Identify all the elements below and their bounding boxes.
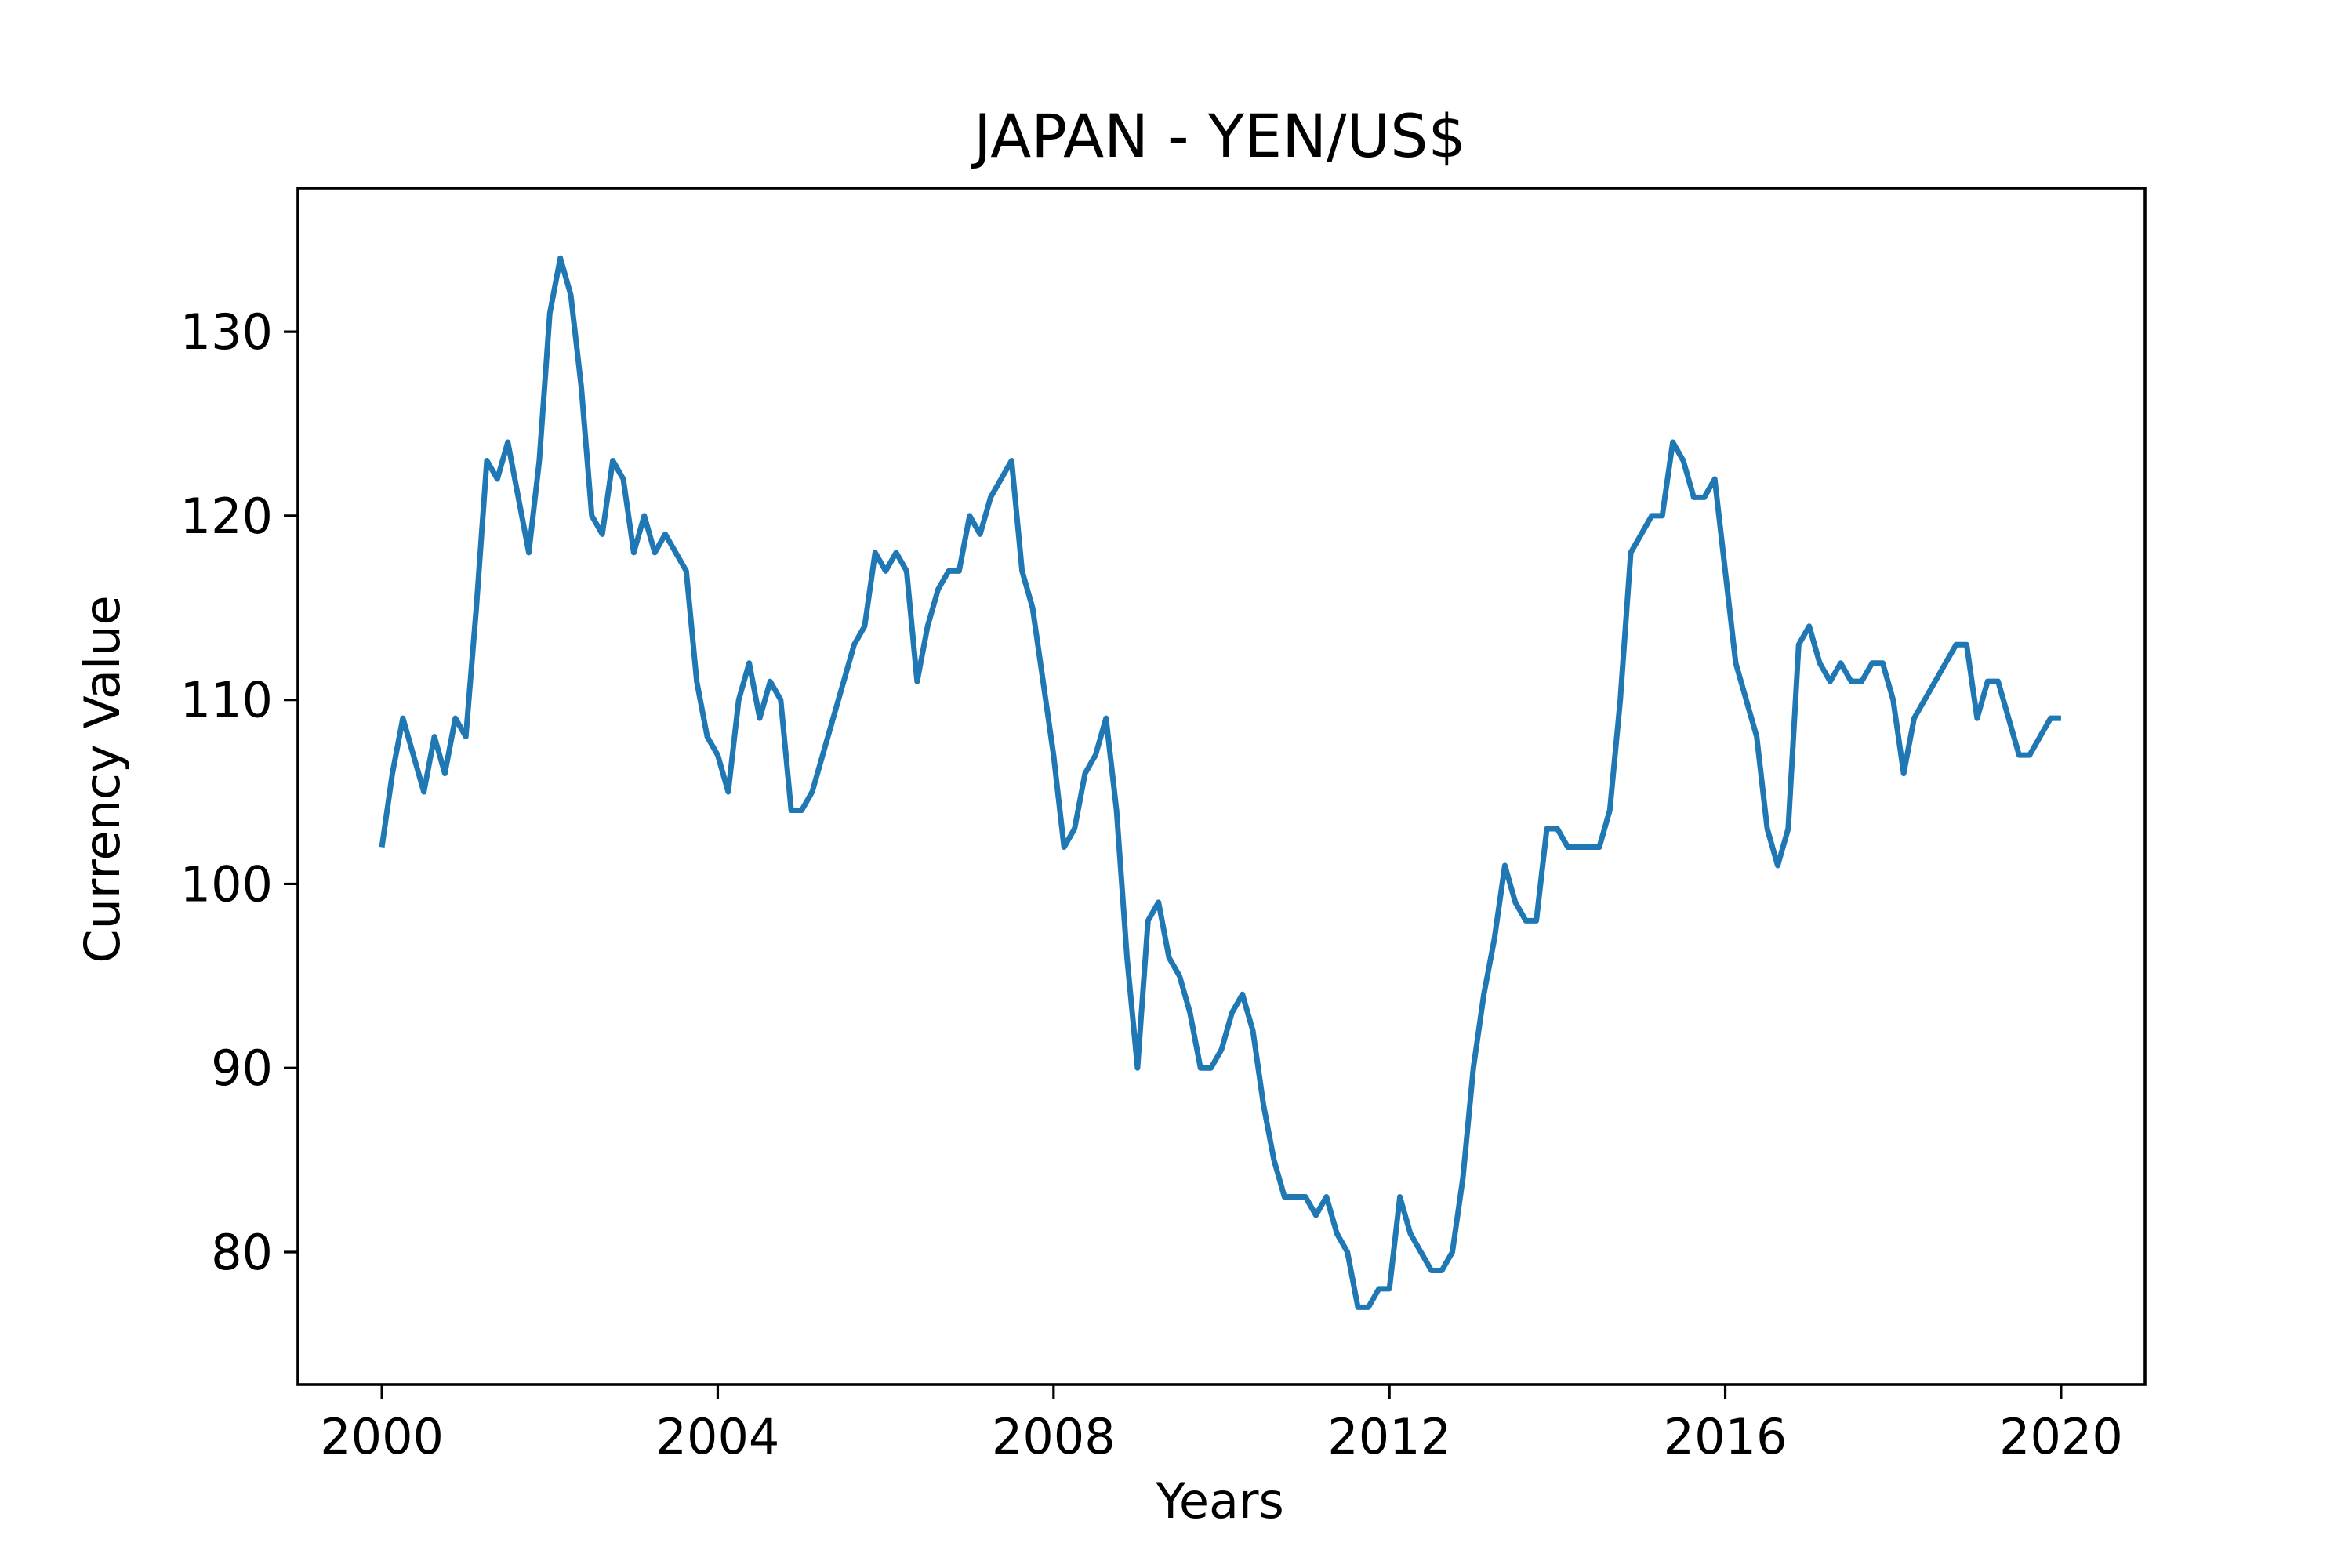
y-tick-label: 80	[211, 1224, 273, 1281]
x-tick-label: 2004	[656, 1408, 780, 1465]
y-tick-label: 90	[211, 1040, 273, 1097]
x-tick-label: 2016	[1664, 1408, 1788, 1465]
chart-title: JAPAN - YEN/US$	[971, 101, 1466, 171]
plot-frame	[296, 187, 2147, 1386]
x-axis-label: Years	[1155, 1472, 1284, 1530]
y-tick-label: 110	[180, 672, 273, 729]
line-series	[379, 255, 2061, 1310]
x-tick-label: 2020	[1999, 1408, 2123, 1465]
y-axis-label: Currency Value	[74, 595, 131, 963]
y-tick-label: 120	[180, 488, 273, 545]
x-tick-label: 2008	[992, 1408, 1116, 1465]
y-tick-label: 100	[180, 855, 273, 913]
x-tick-label: 2000	[320, 1408, 444, 1465]
y-tick-label: 130	[180, 303, 273, 361]
x-tick-label: 2012	[1327, 1408, 1451, 1465]
